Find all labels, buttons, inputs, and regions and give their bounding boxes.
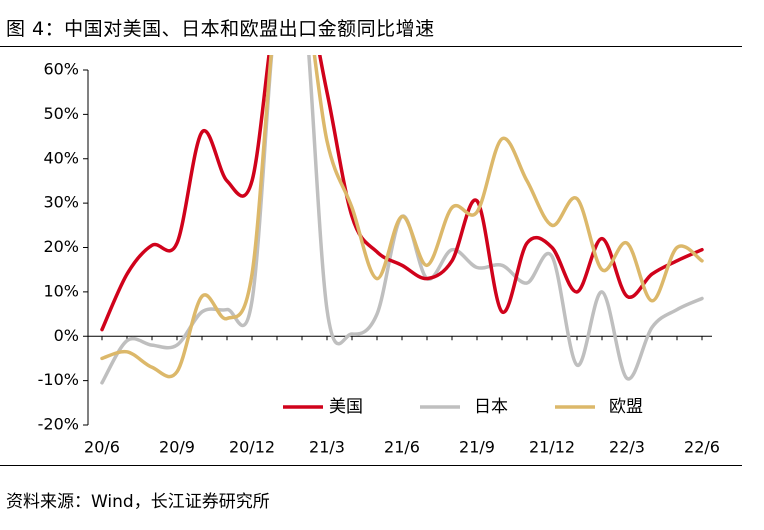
legend-label: 日本 — [474, 397, 508, 417]
legend: 美国 日本 欧盟 — [283, 397, 643, 417]
y-tick-label: -10% — [38, 370, 79, 389]
x-tick-label: 20/12 — [229, 438, 275, 457]
source-note: 资料来源：Wind，长江证券研究所 — [6, 492, 270, 512]
y-tick-label: 40% — [43, 148, 79, 167]
legend-usa: 美国 — [283, 397, 363, 417]
legend-eu: 欧盟 — [555, 397, 643, 417]
axes: -20% -10% 0% 10% 20% 30% 40% 50% 60% 20/6 20/9 20/1… — [38, 60, 720, 457]
y-tick-label: 30% — [43, 193, 79, 212]
x-tick-label: 21/3 — [309, 438, 345, 457]
y-tick-label: -20% — [38, 415, 79, 434]
y-tick-label: 0% — [54, 326, 79, 345]
legend-label: 欧盟 — [609, 397, 643, 417]
x-tick-label: 21/6 — [384, 438, 420, 457]
legend-label: 美国 — [329, 397, 363, 417]
chart-title: 图 4：中国对美国、日本和欧盟出口金额同比增速 — [6, 18, 435, 40]
series-line-usa — [100, 55, 704, 332]
y-tick-label: 50% — [43, 104, 79, 123]
y-tick-label: 20% — [43, 237, 79, 256]
x-tick-label: 21/9 — [459, 438, 495, 457]
x-tick-label: 20/9 — [159, 438, 195, 457]
x-tick-label: 22/3 — [609, 438, 645, 457]
y-tick-label: 60% — [43, 60, 79, 79]
y-tick-label: 10% — [43, 281, 79, 300]
x-tick-label: 22/6 — [684, 438, 720, 457]
series-line-japan — [100, 55, 704, 385]
x-tick-label: 20/6 — [84, 438, 120, 457]
title-divider — [0, 46, 742, 47]
legend-japan: 日本 — [420, 397, 508, 417]
series-layer — [100, 55, 704, 385]
x-tick-label: 21/12 — [529, 438, 575, 457]
source-divider — [0, 465, 742, 466]
line-chart: -20% -10% 0% 10% 20% 30% 40% 50% 60% 20/6 20/9 20/1… — [38, 55, 720, 457]
series-line-eu — [100, 55, 704, 379]
